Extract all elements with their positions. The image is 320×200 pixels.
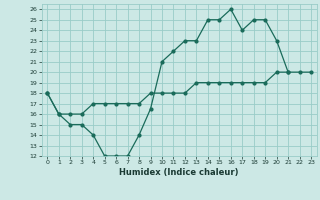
X-axis label: Humidex (Indice chaleur): Humidex (Indice chaleur) [119,168,239,177]
